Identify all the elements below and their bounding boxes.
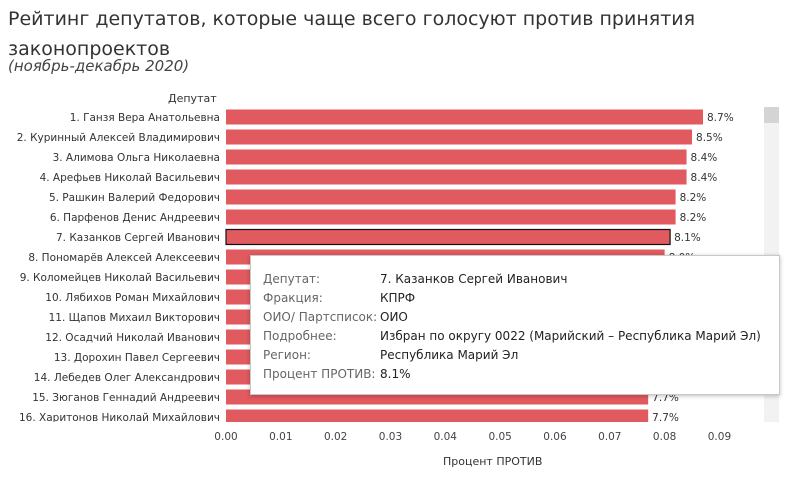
category-label-11: 11. Щапов Михаил Викторович: [49, 312, 220, 324]
bar-7[interactable]: [225, 228, 671, 246]
category-label-8: 8. Пономарёв Алексей Алексеевич: [28, 252, 220, 264]
bar-1[interactable]: [226, 109, 703, 125]
x-tick-5: 0.05: [488, 431, 511, 443]
x-tick-6: 0.06: [543, 431, 567, 443]
data-label-7: 8.1%: [674, 232, 701, 244]
x-tick-0: 0.00: [214, 431, 237, 443]
data-label-15: 7.7%: [652, 392, 679, 404]
bar-6[interactable]: [226, 209, 676, 225]
data-label-3: 8.4%: [691, 152, 718, 164]
data-label-6: 8.2%: [680, 212, 707, 224]
category-label-13: 13. Дорохин Павел Сергеевич: [54, 352, 220, 364]
tooltip-key: Регион:: [263, 348, 311, 362]
x-tick-3: 0.03: [379, 431, 402, 443]
tooltip-value: КПРФ: [380, 291, 416, 305]
tooltip-key: Подробнее:: [263, 329, 337, 343]
tooltip-value: 7. Казанков Сергей Иванович: [380, 272, 568, 286]
x-tick-8: 0.08: [653, 431, 676, 443]
chart-scrollbar-thumb[interactable]: [764, 107, 779, 123]
tooltip-value: Избран по округу 0022 (Марийский – Респу…: [380, 329, 761, 343]
x-tick-1: 0.01: [269, 431, 292, 443]
category-label-3: 3. Алимова Ольга Николаевна: [53, 152, 220, 164]
category-label-12: 12. Осадчий Николай Иванович: [45, 332, 220, 344]
category-label-15: 15. Зюганов Геннадий Андреевич: [32, 392, 220, 404]
category-label-9: 9. Коломейцев Николай Васильевич: [20, 272, 220, 284]
category-label-2: 2. Куринный Алексей Владимирович: [17, 132, 220, 144]
tooltip-key: Процент ПРОТИВ:: [263, 367, 376, 381]
tooltip-key: ОИО/ Партсписок:: [263, 310, 378, 324]
bar-4[interactable]: [226, 169, 687, 185]
tooltip-key: Депутат:: [263, 272, 321, 286]
tooltip-value: Республика Марий Эл: [380, 348, 519, 362]
data-label-1: 8.7%: [707, 112, 734, 124]
category-label-4: 4. Арефьев Николай Васильевич: [40, 172, 220, 184]
bar-5[interactable]: [226, 189, 676, 205]
category-label-7: 7. Казанков Сергей Иванович: [56, 232, 220, 244]
tooltip-value: 8.1%: [380, 367, 411, 381]
data-label-5: 8.2%: [680, 192, 707, 204]
x-tick-4: 0.04: [434, 431, 458, 443]
x-tick-9: 0.09: [708, 431, 731, 443]
x-tick-2: 0.02: [324, 431, 347, 443]
bar-16[interactable]: [226, 409, 649, 425]
chart-subtitle: (ноябрь-декабрь 2020): [8, 57, 190, 75]
bar-3[interactable]: [226, 149, 687, 165]
tooltip-value: ОИО: [380, 310, 408, 324]
bar-2[interactable]: [226, 129, 693, 145]
category-label-16: 16. Харитонов Николай Михайлович: [19, 412, 220, 424]
category-label-10: 10. Лябихов Роман Михайлович: [45, 292, 220, 304]
category-label-5: 5. Рашкин Валерий Федорович: [49, 192, 220, 204]
category-label-6: 6. Парфенов Денис Андреевич: [50, 212, 220, 224]
tooltip: Депутат: 7. Казанков Сергей Иванович Фракц…: [250, 255, 780, 395]
x-tick-7: 0.07: [598, 431, 621, 443]
x-axis-title: Процент ПРОТИВ: [443, 455, 543, 468]
data-label-2: 8.5%: [696, 132, 723, 144]
y-axis-title: Депутат: [168, 92, 217, 105]
category-label-1: 1. Ганзя Вера Анатольевна: [70, 112, 220, 124]
chart-title: Рейтинг депутатов, которые чаще всего го…: [8, 8, 696, 60]
tooltip-key: Фракция:: [263, 291, 323, 305]
data-label-4: 8.4%: [691, 172, 718, 184]
data-label-16: 7.7%: [652, 412, 679, 424]
category-label-14: 14. Лебедев Олег Александрович: [34, 372, 220, 384]
